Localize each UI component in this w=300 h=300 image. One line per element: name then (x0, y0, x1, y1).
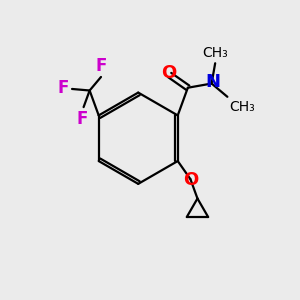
Text: N: N (205, 74, 220, 92)
Text: O: O (183, 171, 199, 189)
Text: CH₃: CH₃ (230, 100, 256, 114)
Text: CH₃: CH₃ (202, 46, 228, 60)
Text: O: O (160, 64, 176, 82)
Text: F: F (58, 80, 69, 98)
Text: F: F (76, 110, 88, 128)
Text: F: F (95, 57, 107, 75)
